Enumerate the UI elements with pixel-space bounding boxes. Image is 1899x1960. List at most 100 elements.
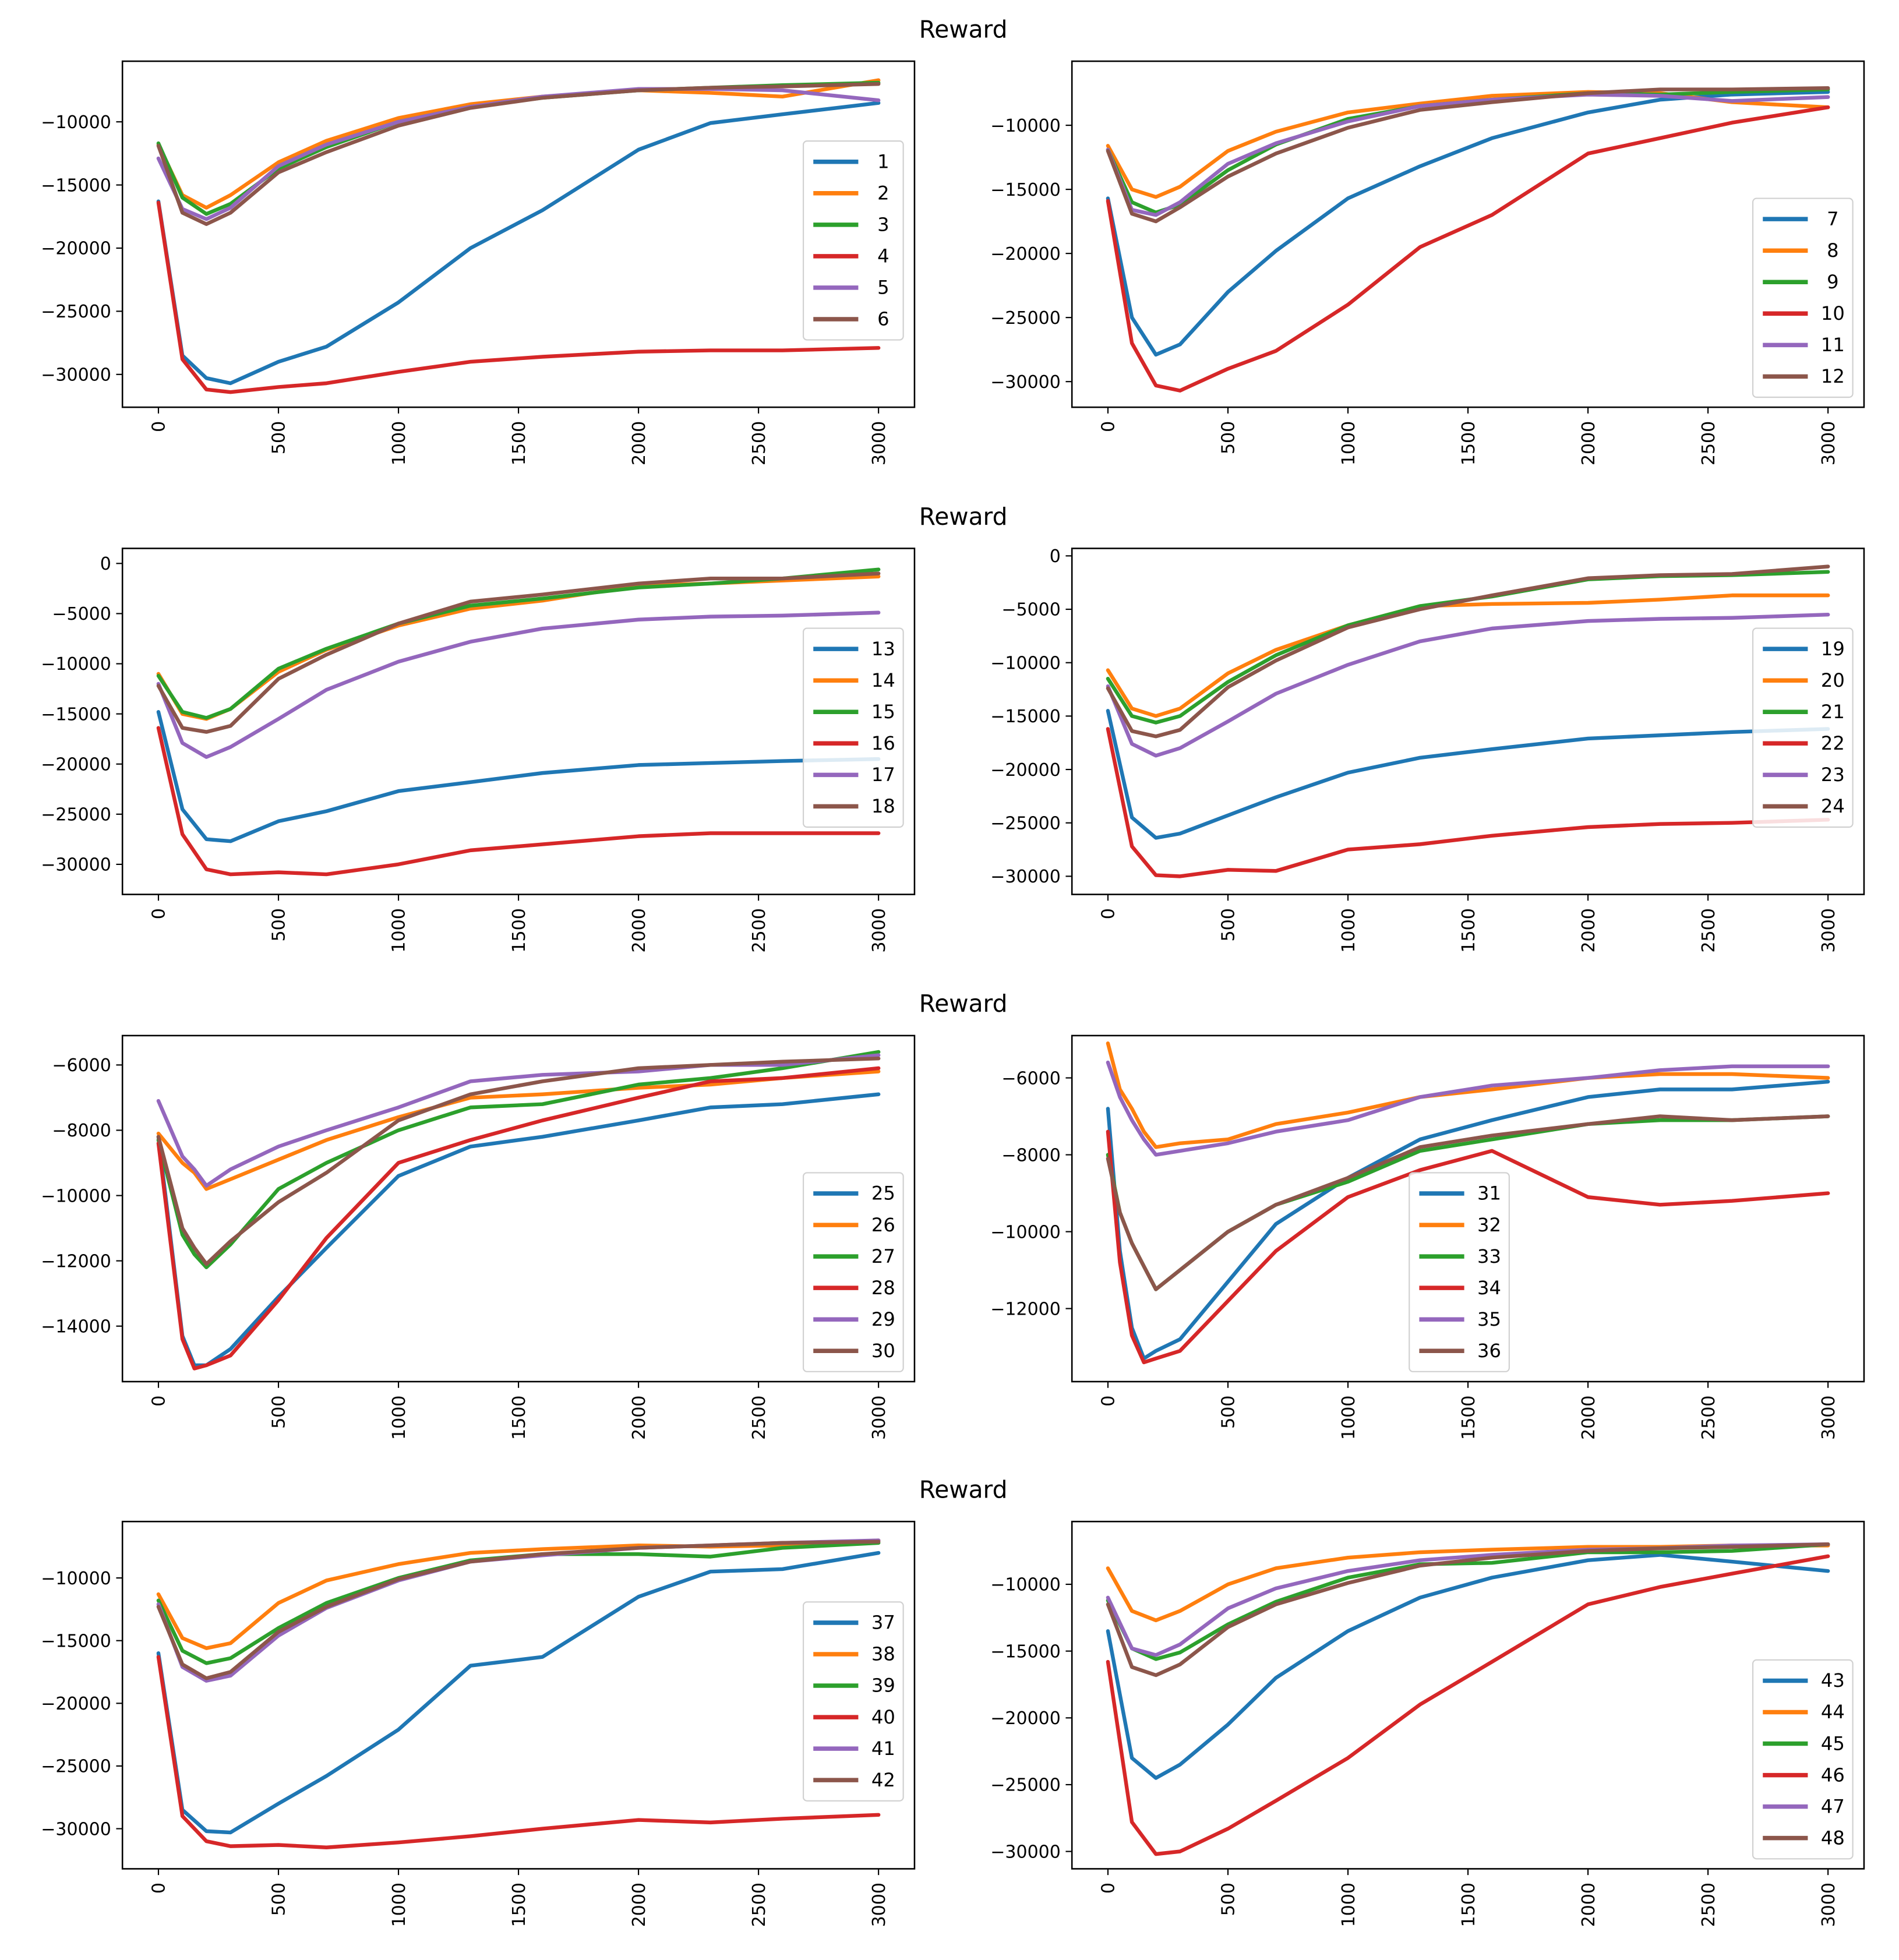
legend-box xyxy=(802,140,904,341)
x-tick-label: 1000 xyxy=(1339,421,1359,465)
y-tick-label: −30000 xyxy=(990,372,1061,393)
legend-label-7: 7 xyxy=(1827,208,1838,230)
axes-frame xyxy=(1071,1520,1865,1870)
legend-label-39: 39 xyxy=(871,1675,895,1697)
x-tick-label: 3000 xyxy=(869,421,890,465)
x-tick-label: 1000 xyxy=(1339,908,1359,952)
y-tick-label: −12000 xyxy=(990,1299,1061,1319)
x-tick-label: 3000 xyxy=(1819,908,1839,952)
x-tick-label: 2500 xyxy=(749,1883,770,1927)
series-line-10 xyxy=(1106,105,1830,393)
x-tick-label: 0 xyxy=(1099,1883,1119,1894)
legend-label-33: 33 xyxy=(1477,1245,1501,1267)
series-line-25 xyxy=(156,1092,881,1368)
y-tick-label: −20000 xyxy=(990,1708,1061,1729)
x-tick-label: 0 xyxy=(1099,421,1119,432)
series-line-8 xyxy=(1106,90,1830,199)
x-tick-label: 3000 xyxy=(869,1883,890,1927)
y-tick-label: −15000 xyxy=(41,1631,111,1651)
legend-label-25: 25 xyxy=(871,1182,895,1205)
x-tick-label: 1500 xyxy=(1459,421,1479,465)
legend-label-10: 10 xyxy=(1821,302,1845,324)
y-tick-label: −6000 xyxy=(52,1055,111,1076)
legend-box xyxy=(802,1172,904,1372)
x-tick-label: 2500 xyxy=(1699,1883,1719,1927)
x-tick-label: 2500 xyxy=(749,1396,770,1440)
x-tick-label: 1000 xyxy=(389,1883,410,1927)
series-line-26 xyxy=(156,1069,881,1191)
series-line-31 xyxy=(1106,1079,1830,1361)
series-line-13 xyxy=(156,710,881,843)
y-tick-label: −6000 xyxy=(1001,1068,1061,1089)
legend-label-15: 15 xyxy=(871,701,895,723)
series-line-32 xyxy=(1106,1041,1830,1149)
x-tick-label: 2000 xyxy=(629,908,650,952)
legend-label-29: 29 xyxy=(871,1308,895,1330)
legend-label-46: 46 xyxy=(1821,1764,1845,1786)
x-tick-label: 0 xyxy=(149,1396,170,1407)
x-tick-label: 500 xyxy=(269,908,290,941)
legend: 25 26 27 28 29 30 xyxy=(802,1172,904,1372)
legend: 31 32 33 34 35 36 xyxy=(1409,1172,1510,1372)
y-tick-label: 0 xyxy=(1050,546,1061,567)
x-tick-label: 2500 xyxy=(1699,421,1719,465)
x-tick-label: 500 xyxy=(1219,1396,1239,1429)
x-tick-label: 1000 xyxy=(1339,1883,1359,1927)
legend-box xyxy=(1752,627,1854,828)
x-tick-label: 0 xyxy=(1099,1396,1119,1407)
series-line-16 xyxy=(156,726,881,877)
series-line-28 xyxy=(156,1066,881,1371)
series-line-42 xyxy=(156,1539,881,1680)
y-tick-label: −10000 xyxy=(990,1222,1061,1242)
legend-label-37: 37 xyxy=(871,1612,895,1634)
panel-2: −30000 −25000 −20000 −15000 −10000 0 500 1000 15… xyxy=(990,60,1865,465)
x-tick-label: 3000 xyxy=(1819,1883,1839,1927)
x-tick-label: 2000 xyxy=(629,421,650,465)
series-line-23 xyxy=(1106,612,1830,758)
panel-5: −14000 −12000 −10000 −8000 −6000 0 500 1000 1500… xyxy=(41,1034,916,1440)
x-tick-label: 3000 xyxy=(869,908,890,952)
legend-label-17: 17 xyxy=(871,764,895,786)
y-tick-label: −8000 xyxy=(52,1121,111,1141)
legend-label-44: 44 xyxy=(1821,1701,1845,1723)
legend-label-16: 16 xyxy=(871,732,895,754)
axes-frame xyxy=(1071,60,1865,408)
series-line-43 xyxy=(1106,1553,1830,1780)
series-line-19 xyxy=(1106,709,1830,840)
x-tick-label: 1000 xyxy=(389,421,410,465)
series-line-6 xyxy=(156,82,881,226)
legend: 7 8 9 10 11 12 xyxy=(1752,197,1854,398)
y-tick-label: −20000 xyxy=(41,1694,111,1714)
x-tick-label: 1500 xyxy=(509,908,530,952)
x-tick-label: 500 xyxy=(269,1396,290,1429)
legend-box xyxy=(1752,1659,1854,1860)
y-tick-label: −5000 xyxy=(1001,600,1061,620)
y-tick-label: −20000 xyxy=(990,760,1061,781)
row-title-3: Reward xyxy=(919,990,1008,1018)
x-tick-label: 2000 xyxy=(629,1396,650,1440)
x-tick-label: 500 xyxy=(1219,1883,1239,1916)
row-title-4: Reward xyxy=(919,1475,1008,1503)
x-tick-label: 0 xyxy=(149,421,170,432)
y-tick-label: −30000 xyxy=(990,1842,1061,1862)
legend-label-13: 13 xyxy=(871,638,895,660)
legend-label-28: 28 xyxy=(871,1277,895,1299)
x-tick-label: 2500 xyxy=(1699,908,1719,952)
x-tick-label: 1500 xyxy=(509,1396,530,1440)
legend: 43 44 45 46 47 48 xyxy=(1752,1659,1854,1860)
x-tick-label: 500 xyxy=(269,421,290,454)
legend-label-23: 23 xyxy=(1821,764,1845,786)
series-line-4 xyxy=(156,200,881,394)
x-tick-label: 500 xyxy=(269,1883,290,1916)
legend-label-20: 20 xyxy=(1821,669,1845,691)
x-tick-label: 0 xyxy=(1099,908,1119,919)
y-tick-label: −10000 xyxy=(990,1575,1061,1595)
legend-label-32: 32 xyxy=(1477,1214,1501,1236)
legend-label-5: 5 xyxy=(877,277,889,299)
y-tick-label: −30000 xyxy=(41,1819,111,1839)
legend-label-3: 3 xyxy=(877,214,889,236)
series-line-5 xyxy=(156,87,881,221)
legend-label-47: 47 xyxy=(1821,1795,1845,1817)
legend-label-48: 48 xyxy=(1821,1827,1845,1849)
